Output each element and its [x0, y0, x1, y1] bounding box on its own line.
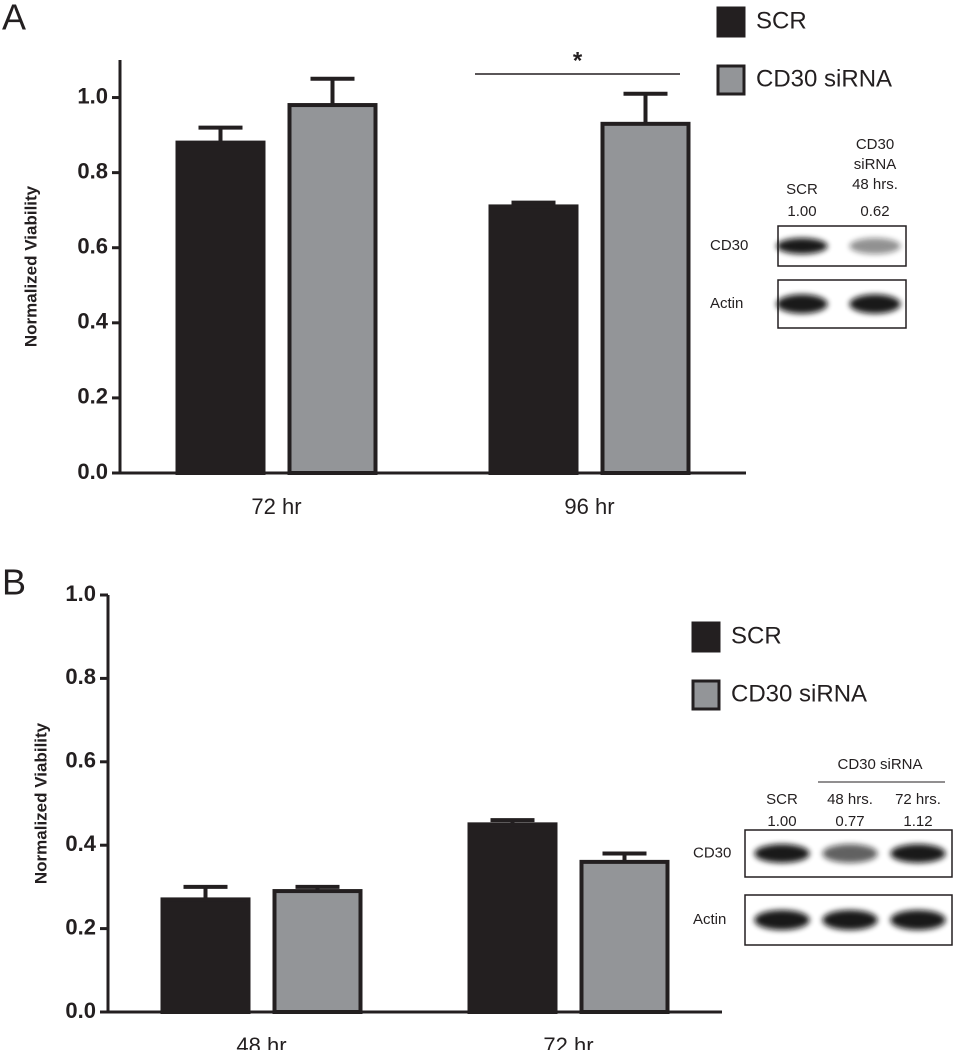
x-tick-label: 96 hr: [564, 494, 614, 519]
blot-band: [776, 238, 828, 254]
y-tick-label: 0.4: [65, 831, 96, 856]
blot-band: [890, 844, 946, 863]
y-tick-label: 0.6: [77, 234, 108, 259]
legend-label: CD30 siRNA: [731, 680, 867, 707]
legend-label: CD30 siRNA: [756, 65, 892, 92]
blot-row-label: Actin: [693, 911, 726, 928]
y-tick-label: 0.2: [65, 914, 96, 939]
legend-label: SCR: [756, 7, 807, 34]
significance-label: *: [573, 47, 583, 74]
panel-label: A: [2, 0, 26, 38]
y-tick-label: 0.4: [77, 309, 108, 334]
blot-band: [849, 238, 901, 254]
y-tick-label: 0.8: [77, 158, 108, 183]
blot-band: [776, 294, 828, 314]
y-tick-label: 0.0: [77, 459, 108, 484]
panel-label: B: [2, 562, 26, 603]
blot-ratio: 0.77: [835, 813, 864, 830]
x-tick-label: 72 hr: [251, 494, 301, 519]
blot-ratio: 1.00: [767, 813, 796, 830]
y-tick-label: 1.0: [65, 581, 96, 606]
bar: [272, 889, 363, 1015]
bar: [160, 897, 251, 1014]
y-tick-label: 0.2: [77, 384, 108, 409]
blot-column-label: SCR: [786, 181, 818, 198]
blot-column-label: CD30: [856, 136, 894, 153]
bar: [467, 822, 558, 1014]
blot-band: [849, 294, 901, 314]
legend-label: SCR: [731, 622, 782, 649]
y-tick-label: 0.8: [65, 664, 96, 689]
y-axis-label: Normalized Viability: [31, 722, 50, 884]
legend-swatch: [691, 621, 721, 653]
blot-column-label: SCR: [766, 791, 798, 808]
blot-column-label: 72 hrs.: [895, 791, 941, 808]
blot-group-label: CD30 siRNA: [837, 756, 922, 773]
bar: [175, 140, 266, 475]
legend-swatch: [716, 64, 746, 96]
blot-row-label: CD30: [693, 844, 731, 861]
y-tick-label: 0.0: [65, 998, 96, 1023]
bar: [488, 204, 579, 475]
blot-ratio: 0.62: [860, 203, 889, 220]
y-axis-label: Normalized Viability: [21, 185, 40, 347]
legend-swatch: [691, 679, 721, 711]
blot-row-label: CD30: [710, 237, 748, 254]
y-tick-label: 0.6: [65, 748, 96, 773]
x-tick-label: 48 hr: [236, 1033, 286, 1050]
blot-band: [822, 844, 878, 863]
bar: [600, 121, 691, 475]
blot-ratio: 1.12: [903, 813, 932, 830]
blot-column-label: siRNA: [854, 156, 897, 173]
bar: [579, 859, 670, 1014]
bar: [287, 103, 378, 476]
y-tick-label: 1.0: [77, 83, 108, 108]
blot-band: [754, 844, 810, 863]
blot-column-label: 48 hrs.: [852, 176, 898, 193]
blot-band: [754, 910, 810, 930]
blot-ratio: 1.00: [787, 203, 816, 220]
legend-swatch: [716, 6, 746, 38]
blot-column-label: 48 hrs.: [827, 791, 873, 808]
blot-row-label: Actin: [710, 295, 743, 312]
blot-band: [822, 910, 878, 930]
blot-band: [890, 910, 946, 930]
x-tick-label: 72 hr: [543, 1033, 593, 1050]
